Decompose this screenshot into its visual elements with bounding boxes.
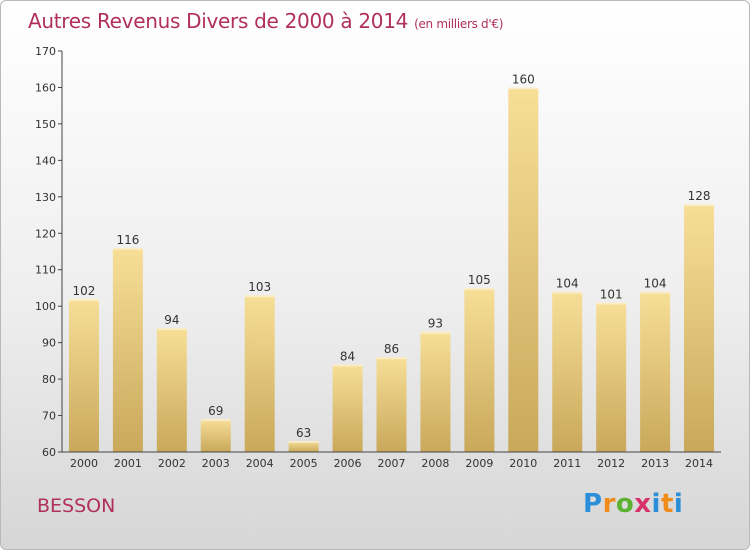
bar-highlight-2007 — [376, 357, 407, 360]
data-label-2008: 93 — [428, 317, 443, 331]
bar-highlight-2014 — [684, 204, 715, 207]
x-tick-label-2011: 2011 — [553, 457, 581, 470]
data-label-2002: 94 — [164, 313, 179, 327]
data-label-2004: 103 — [248, 280, 271, 294]
data-label-2009: 105 — [468, 273, 491, 287]
bar-highlight-2004 — [244, 295, 275, 298]
chart-title: Autres Revenus Divers de 2000 à 2014 (en … — [28, 9, 503, 33]
x-tick-label-2006: 2006 — [334, 457, 362, 470]
bar-highlight-2002 — [156, 328, 187, 331]
x-tick-label-2014: 2014 — [685, 457, 713, 470]
bar-2000 — [68, 298, 99, 452]
y-tick-label-130: 130 — [35, 191, 56, 204]
x-tick-label-2004: 2004 — [246, 457, 274, 470]
x-tick-label-2002: 2002 — [158, 457, 186, 470]
location-label: BESSON — [37, 495, 116, 517]
x-tick-label-2008: 2008 — [421, 457, 449, 470]
bar-highlight-2010 — [508, 87, 539, 90]
bar-2010 — [508, 87, 539, 453]
x-tick-label-2009: 2009 — [465, 457, 493, 470]
x-tick-label-2013: 2013 — [641, 457, 669, 470]
y-tick-label-110: 110 — [35, 264, 56, 277]
bar-2004 — [244, 295, 275, 452]
data-label-2013: 104 — [644, 277, 667, 291]
data-label-2006: 84 — [340, 350, 355, 364]
bar-2013 — [640, 291, 671, 452]
bar-2011 — [552, 291, 583, 452]
x-tick-label-2007: 2007 — [378, 457, 406, 470]
bar-highlight-2008 — [420, 331, 451, 334]
bar-2005 — [288, 441, 319, 452]
y-tick-label-60: 60 — [42, 446, 56, 459]
bar-highlight-2009 — [464, 287, 495, 290]
bar-2012 — [596, 302, 627, 452]
y-tick-label-150: 150 — [35, 118, 56, 131]
bar-2008 — [420, 331, 451, 452]
bar-2007 — [376, 357, 407, 452]
y-tick-label-140: 140 — [35, 154, 56, 167]
bar-highlight-2000 — [68, 298, 99, 301]
bar-highlight-2012 — [596, 302, 627, 305]
x-tick-label-2003: 2003 — [202, 457, 230, 470]
chart-subtitle: (en milliers d'€) — [414, 17, 504, 31]
proxiti-logo: Proxiti — [583, 489, 684, 519]
data-label-2007: 86 — [384, 342, 399, 356]
bar-2003 — [200, 419, 231, 452]
x-tick-label-2012: 2012 — [597, 457, 625, 470]
y-tick-label-70: 70 — [42, 410, 56, 423]
bar-2014 — [684, 204, 715, 452]
bar-highlight-2001 — [112, 247, 143, 250]
y-tick-label-170: 170 — [35, 45, 56, 58]
bar-2009 — [464, 287, 495, 452]
data-label-2011: 104 — [556, 277, 579, 291]
bar-highlight-2005 — [288, 441, 319, 444]
data-label-2012: 101 — [600, 288, 623, 302]
bars-group: 102 116 94 69 103 63 84 86 93 105 160 104 101 104 128 — [68, 72, 715, 453]
data-label-2001: 116 — [116, 233, 139, 247]
x-tick-label-2005: 2005 — [290, 457, 318, 470]
y-tick-label-120: 120 — [35, 227, 56, 240]
data-label-2003: 69 — [208, 404, 223, 418]
bar-2001 — [112, 247, 143, 452]
bar-2002 — [156, 328, 187, 452]
y-tick-label-160: 160 — [35, 81, 56, 94]
data-label-2014: 128 — [688, 189, 711, 203]
y-tick-label-80: 80 — [42, 373, 56, 386]
y-tick-label-100: 100 — [35, 300, 56, 313]
x-tick-label-2001: 2001 — [114, 457, 142, 470]
bar-highlight-2006 — [332, 364, 363, 367]
chart-title-text: Autres Revenus Divers de 2000 à 2014 — [28, 9, 409, 33]
x-tick-label-2010: 2010 — [509, 457, 537, 470]
data-label-2000: 102 — [73, 284, 96, 298]
bar-highlight-2011 — [552, 291, 583, 294]
data-label-2005: 63 — [296, 426, 311, 440]
y-tick-label-90: 90 — [42, 337, 56, 350]
axes-group: 2000 2001 2002 2003 2004 2005 2006 2007 2008 2009… — [35, 45, 721, 470]
data-label-2010: 160 — [512, 72, 535, 86]
bar-highlight-2013 — [640, 291, 671, 294]
bar-highlight-2003 — [200, 419, 231, 422]
bar-2006 — [332, 364, 363, 452]
x-tick-label-2000: 2000 — [70, 457, 98, 470]
